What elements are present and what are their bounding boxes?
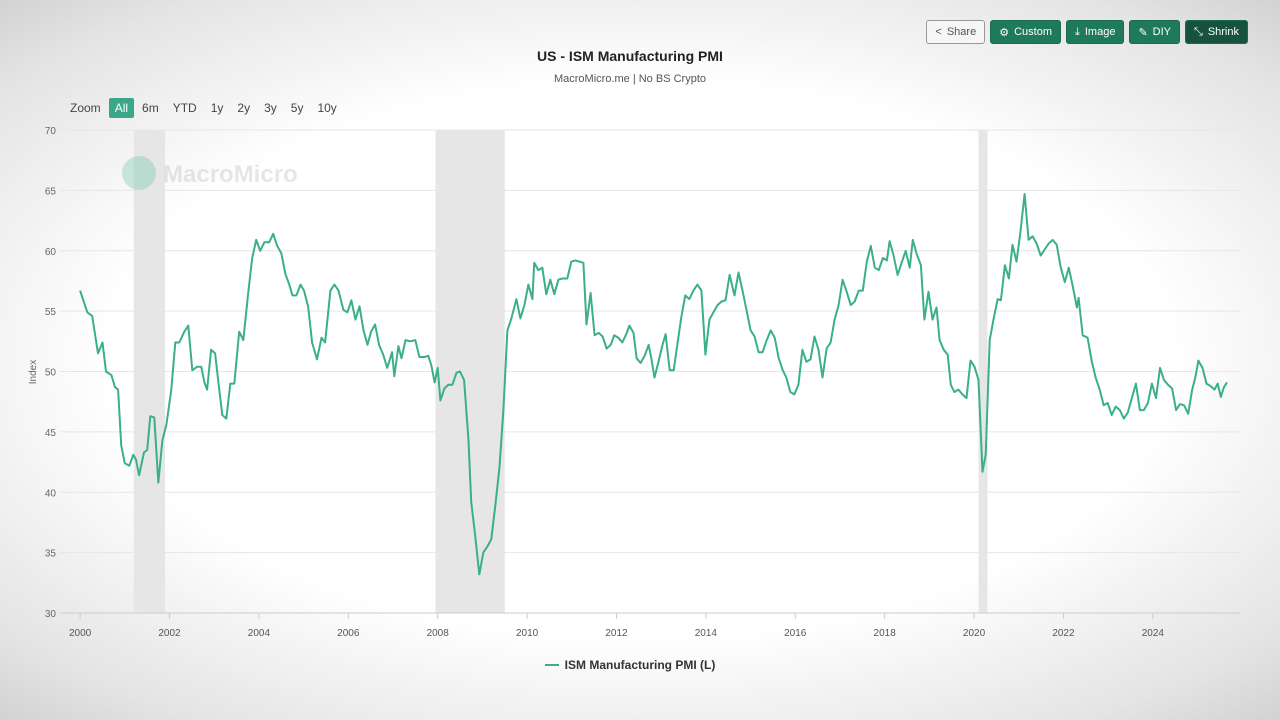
chart-title: US - ISM Manufacturing PMI [537, 48, 723, 64]
diy-button[interactable]: ✎ DIY [1129, 20, 1180, 44]
x-tick-label: 2002 [158, 628, 181, 639]
image-button[interactable]: ⤓ Image [1065, 20, 1125, 44]
zoom-selector: Zoom All 6m YTD 1y 2y 3y 5y 10y [70, 98, 343, 118]
x-tick-label: 2022 [1052, 628, 1075, 639]
y-tick-label: 65 [45, 186, 57, 197]
chart-toolbar: < Share ⚙ Custom ⤓ Image ✎ DIY ⤡ Shrink [926, 20, 1248, 44]
share-button[interactable]: < Share [926, 20, 986, 44]
y-tick-label: 55 [45, 307, 57, 318]
share-icon: < [935, 26, 942, 38]
legend-label: ISM Manufacturing PMI (L) [564, 658, 716, 672]
zoom-label: Zoom [70, 101, 101, 115]
shrink-button[interactable]: ⤡ Shrink [1185, 20, 1248, 44]
shrink-icon: ⤡ [1194, 25, 1203, 38]
zoom-6m[interactable]: 6m [142, 101, 159, 115]
zoom-3y[interactable]: 3y [264, 101, 277, 115]
watermark-text: MacroMicro [163, 161, 298, 188]
x-tick-label: 2004 [248, 628, 271, 639]
y-tick-label: 40 [45, 488, 57, 499]
x-tick-label: 2012 [605, 628, 628, 639]
y-tick-label: 50 [45, 368, 57, 379]
chart-subtitle: MacroMicro.me | No BS Crypto [553, 73, 706, 85]
x-tick-label: 2006 [337, 628, 360, 639]
x-tick-label: 2014 [695, 628, 718, 639]
zoom-2y[interactable]: 2y [237, 101, 251, 115]
y-axis-title: Index [28, 360, 39, 384]
watermark: MacroMicro [122, 156, 298, 190]
series-line-ism-pmi[interactable] [79, 193, 1228, 576]
x-tick-label: 2008 [427, 628, 450, 639]
pencil-icon: ✎ [1138, 26, 1148, 39]
y-tick-label: 30 [45, 609, 57, 620]
y-tick-label: 45 [45, 428, 57, 439]
y-tick-label: 35 [45, 549, 57, 560]
zoom-5y[interactable]: 5y [290, 101, 304, 115]
x-tick-label: 2000 [69, 628, 92, 639]
custom-button[interactable]: ⚙ Custom [990, 20, 1061, 44]
legend-line-swatch [544, 664, 559, 666]
legend-item-ism-pmi[interactable]: ISM Manufacturing PMI (L) [0, 658, 1260, 672]
zoom-1y[interactable]: 1y [210, 101, 224, 115]
x-tick-label: 2010 [516, 628, 539, 639]
zoom-10y[interactable]: 10y [317, 101, 337, 115]
x-tick-label: 2020 [963, 628, 986, 639]
zoom-ytd[interactable]: YTD [172, 101, 197, 115]
y-tick-label: 70 [45, 126, 57, 137]
zoom-all[interactable]: All [108, 98, 135, 118]
gear-icon: ⚙ [999, 26, 1010, 39]
download-icon: ⤓ [1074, 25, 1080, 38]
y-tick-label: 60 [45, 247, 57, 258]
x-tick-label: 2018 [874, 628, 897, 639]
x-tick-label: 2024 [1142, 628, 1165, 639]
x-tick-label: 2016 [784, 628, 807, 639]
